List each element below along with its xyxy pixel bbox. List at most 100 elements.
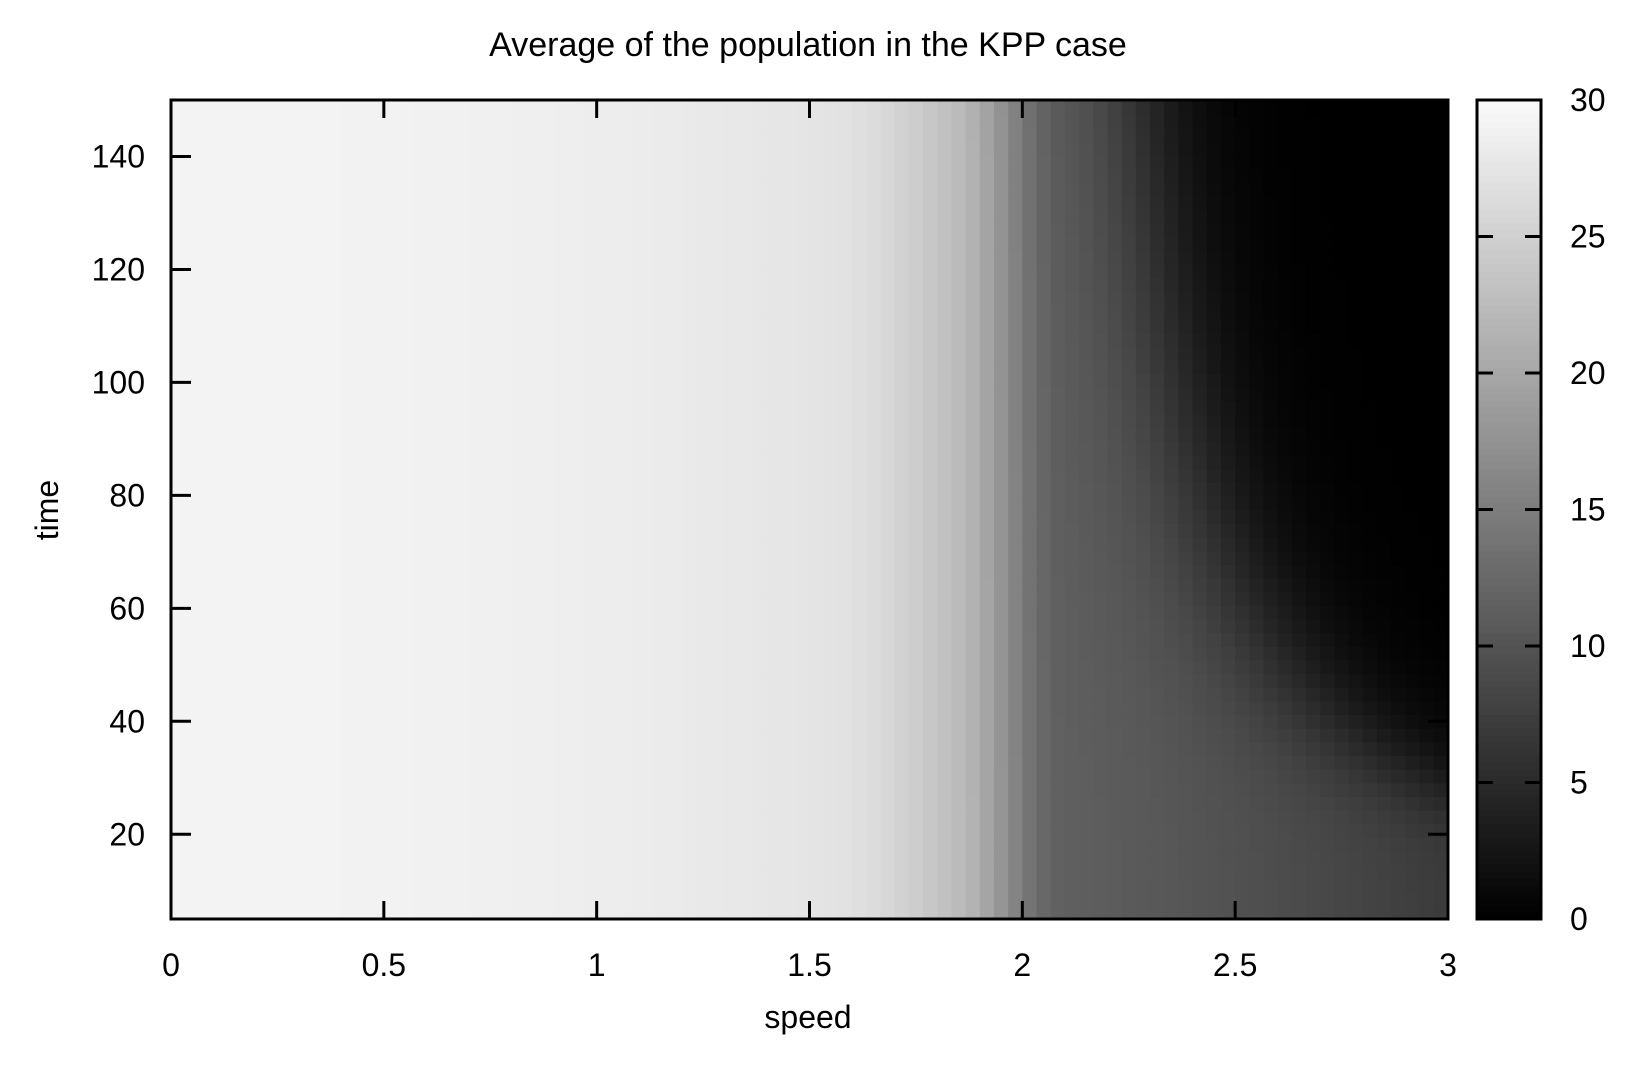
heatmap-cell — [1050, 386, 1066, 402]
heatmap-cell — [809, 796, 825, 811]
heatmap-cell — [497, 495, 513, 511]
heatmap-cell — [1135, 782, 1151, 797]
heatmap-cell — [298, 809, 314, 825]
heatmap-cell — [1220, 468, 1236, 483]
heatmap-cell — [979, 891, 995, 907]
heatmap-cell — [1320, 168, 1336, 183]
heatmap-cell — [1107, 304, 1123, 320]
heatmap-cell — [1150, 181, 1166, 197]
heatmap-cell — [1178, 686, 1194, 702]
heatmap-cell — [710, 809, 726, 825]
heatmap-cell — [738, 523, 754, 538]
heatmap-cell — [866, 577, 882, 593]
heatmap-cell — [327, 441, 343, 456]
heatmap-cell — [312, 236, 328, 251]
heatmap-cell — [213, 168, 229, 183]
heatmap-cell — [781, 400, 797, 415]
heatmap-cell — [539, 250, 555, 265]
heatmap-cell — [312, 700, 328, 716]
heatmap-cell — [1164, 523, 1180, 538]
heatmap-cell — [993, 332, 1009, 347]
heatmap-cell — [795, 768, 811, 784]
heatmap-cell — [1419, 427, 1435, 443]
heatmap-cell — [539, 195, 555, 210]
heatmap-cell — [1362, 727, 1378, 743]
heatmap-cell — [568, 659, 584, 675]
heatmap-cell — [1334, 768, 1350, 784]
heatmap-cell — [738, 878, 754, 893]
heatmap-cell — [1334, 741, 1350, 756]
heatmap-cell — [766, 905, 782, 920]
heatmap-cell — [369, 727, 385, 743]
heatmap-cell — [1377, 577, 1393, 593]
heatmap-cell — [1079, 605, 1095, 620]
heatmap-cell — [1178, 782, 1194, 797]
heatmap-cell — [710, 509, 726, 524]
heatmap-cell — [724, 550, 740, 565]
heatmap-cell — [710, 618, 726, 634]
heatmap-cell — [369, 523, 385, 538]
heatmap-cell — [426, 823, 442, 838]
heatmap-cell — [625, 809, 641, 825]
heatmap-cell — [837, 236, 853, 251]
heatmap-cell — [412, 222, 428, 238]
heatmap-cell — [227, 209, 243, 224]
heatmap-cell — [738, 373, 754, 388]
heatmap-cell — [837, 222, 853, 238]
heatmap-cell — [653, 768, 669, 784]
heatmap-cell — [440, 209, 456, 224]
heatmap-cell — [256, 454, 272, 470]
heatmap-cell — [880, 386, 896, 402]
heatmap-cell — [440, 386, 456, 402]
heatmap-cell — [1150, 755, 1166, 770]
heatmap-cell — [213, 236, 229, 251]
heatmap-cell — [497, 837, 513, 852]
heatmap-cell — [256, 291, 272, 306]
heatmap-cell — [440, 359, 456, 374]
heatmap-cell — [1391, 263, 1407, 279]
heatmap-cell — [1050, 796, 1066, 811]
heatmap-cell — [1433, 727, 1449, 743]
heatmap-cell — [852, 386, 868, 402]
heatmap-cell — [426, 468, 442, 483]
heatmap-cell — [440, 304, 456, 320]
heatmap-cell — [554, 727, 570, 743]
heatmap-cell — [1135, 304, 1151, 320]
heatmap-cell — [695, 768, 711, 784]
heatmap-cell — [454, 413, 470, 429]
heatmap-cell — [809, 441, 825, 456]
heatmap-cell — [923, 468, 938, 483]
heatmap-cell — [1206, 905, 1222, 920]
heatmap-cell — [440, 878, 456, 893]
heatmap-cell — [738, 222, 754, 238]
heatmap-cell — [355, 659, 371, 675]
heatmap-cell — [1235, 345, 1251, 361]
heatmap-cell — [738, 768, 754, 784]
heatmap-cell — [1192, 236, 1208, 251]
heatmap-cell — [1391, 864, 1407, 879]
heatmap-cell — [766, 864, 782, 879]
heatmap-cell — [582, 222, 598, 238]
heatmap-cell — [625, 618, 641, 634]
heatmap-cell — [738, 632, 754, 647]
heatmap-cell — [568, 345, 584, 361]
heatmap-cell — [1306, 686, 1322, 702]
heatmap-cell — [724, 454, 740, 470]
heatmap-cell — [1362, 359, 1378, 374]
heatmap-cell — [1178, 181, 1194, 197]
heatmap-cell — [412, 673, 428, 688]
heatmap-cell — [270, 304, 286, 320]
heatmap-cell — [256, 509, 272, 524]
heatmap-cell — [1150, 318, 1166, 333]
heatmap-cell — [298, 686, 314, 702]
heatmap-cell — [852, 714, 868, 729]
heatmap-cell — [1249, 345, 1265, 361]
heatmap-cell — [1377, 277, 1393, 292]
heatmap-cell — [681, 536, 697, 552]
heatmap-cell — [341, 564, 357, 579]
heatmap-cell — [837, 782, 853, 797]
heatmap-cell — [1079, 768, 1095, 784]
heatmap-cell — [610, 236, 626, 251]
heatmap-cell — [568, 454, 584, 470]
heatmap-cell — [199, 168, 215, 183]
